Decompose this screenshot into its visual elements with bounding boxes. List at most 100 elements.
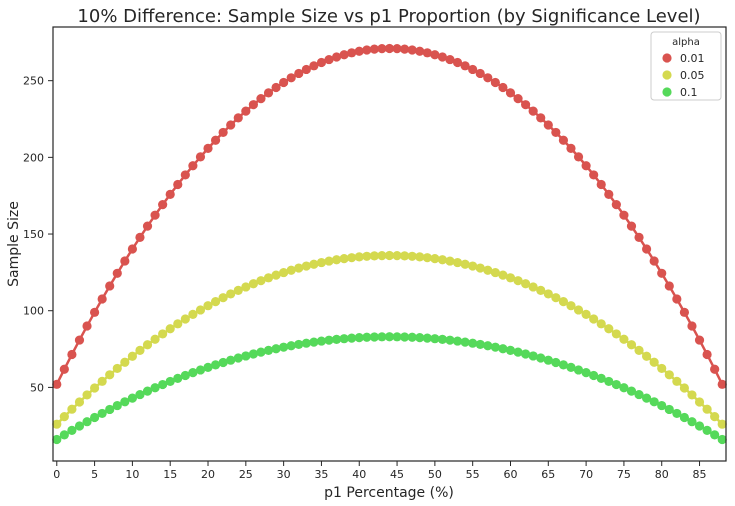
data-point xyxy=(82,390,92,400)
data-point xyxy=(59,412,69,422)
data-point xyxy=(717,379,727,389)
data-point xyxy=(657,268,667,278)
data-point xyxy=(626,221,637,231)
data-point xyxy=(490,267,500,278)
data-point xyxy=(369,332,379,342)
x-tick-label: 35 xyxy=(314,468,328,481)
data-point xyxy=(657,400,667,411)
data-point xyxy=(528,282,538,292)
x-tick-label: 75 xyxy=(617,468,631,481)
data-point xyxy=(195,365,206,375)
data-point xyxy=(142,386,153,396)
data-point xyxy=(543,289,553,299)
data-point xyxy=(604,376,614,387)
y-tick-label: 150 xyxy=(23,228,44,241)
x-tick-label: 70 xyxy=(579,468,593,481)
y-tick-label: 100 xyxy=(23,305,44,318)
data-point xyxy=(354,46,364,56)
data-point xyxy=(135,232,145,242)
data-point xyxy=(543,355,553,365)
data-point xyxy=(377,250,387,261)
data-point xyxy=(430,334,440,344)
legend-entry: 0.05 xyxy=(680,69,705,82)
data-point xyxy=(521,349,531,359)
data-point xyxy=(384,43,395,54)
data-point xyxy=(679,412,690,423)
data-point xyxy=(505,345,516,355)
y-tick-label: 250 xyxy=(23,75,44,88)
data-point xyxy=(581,309,591,319)
data-point xyxy=(309,259,319,269)
data-point xyxy=(422,48,432,58)
data-point xyxy=(543,120,553,130)
x-tick-label: 5 xyxy=(91,468,98,481)
data-point xyxy=(347,333,357,343)
data-point xyxy=(52,434,62,445)
data-point xyxy=(694,397,705,407)
data-point xyxy=(604,324,614,334)
data-point xyxy=(112,268,122,278)
legend-entry: 0.01 xyxy=(680,52,705,65)
data-point xyxy=(452,336,463,346)
data-point xyxy=(74,335,85,345)
data-point xyxy=(127,244,137,254)
x-tick-label: 0 xyxy=(53,468,60,481)
data-point xyxy=(150,210,160,220)
data-point xyxy=(203,143,213,153)
data-point xyxy=(233,113,243,123)
data-point xyxy=(142,221,153,231)
data-point xyxy=(634,232,644,242)
data-point xyxy=(105,404,115,415)
series-0.01 xyxy=(52,43,727,389)
data-point xyxy=(490,77,500,88)
data-point xyxy=(505,88,516,98)
data-point xyxy=(437,255,448,265)
data-point xyxy=(105,281,115,291)
data-point xyxy=(521,100,531,110)
data-point xyxy=(642,351,652,361)
x-tick-label: 15 xyxy=(163,468,177,481)
data-point xyxy=(331,52,342,62)
data-point xyxy=(173,319,183,329)
data-point xyxy=(362,332,372,342)
data-point xyxy=(513,347,523,357)
data-point xyxy=(301,261,311,271)
data-point xyxy=(316,57,327,68)
data-point xyxy=(203,362,213,372)
data-point xyxy=(347,48,357,58)
data-point xyxy=(188,161,198,171)
data-point xyxy=(362,251,372,261)
data-point xyxy=(173,373,183,383)
data-point xyxy=(158,200,168,210)
data-point xyxy=(679,307,690,317)
data-point xyxy=(218,127,228,138)
data-point xyxy=(339,334,349,344)
data-point xyxy=(271,270,281,280)
data-point xyxy=(475,263,485,273)
data-point xyxy=(483,341,493,351)
data-point xyxy=(468,64,478,75)
data-point xyxy=(195,305,206,315)
data-point xyxy=(452,57,463,68)
data-point xyxy=(558,360,569,370)
data-point xyxy=(657,363,667,374)
data-point xyxy=(377,332,387,342)
x-tick-label: 60 xyxy=(503,468,517,481)
data-point xyxy=(589,170,599,180)
data-point xyxy=(611,200,621,210)
data-point xyxy=(452,257,463,268)
data-point xyxy=(558,135,569,145)
data-point xyxy=(430,254,440,264)
data-point xyxy=(354,252,364,262)
data-point xyxy=(210,297,221,307)
data-point xyxy=(430,50,440,60)
data-point xyxy=(536,353,546,363)
data-point xyxy=(279,342,289,352)
data-point xyxy=(513,276,523,286)
data-point xyxy=(483,265,493,275)
data-point xyxy=(233,285,243,295)
data-point xyxy=(294,263,304,273)
x-tick-label: 80 xyxy=(655,468,669,481)
data-point xyxy=(89,307,100,317)
data-point xyxy=(377,44,387,54)
